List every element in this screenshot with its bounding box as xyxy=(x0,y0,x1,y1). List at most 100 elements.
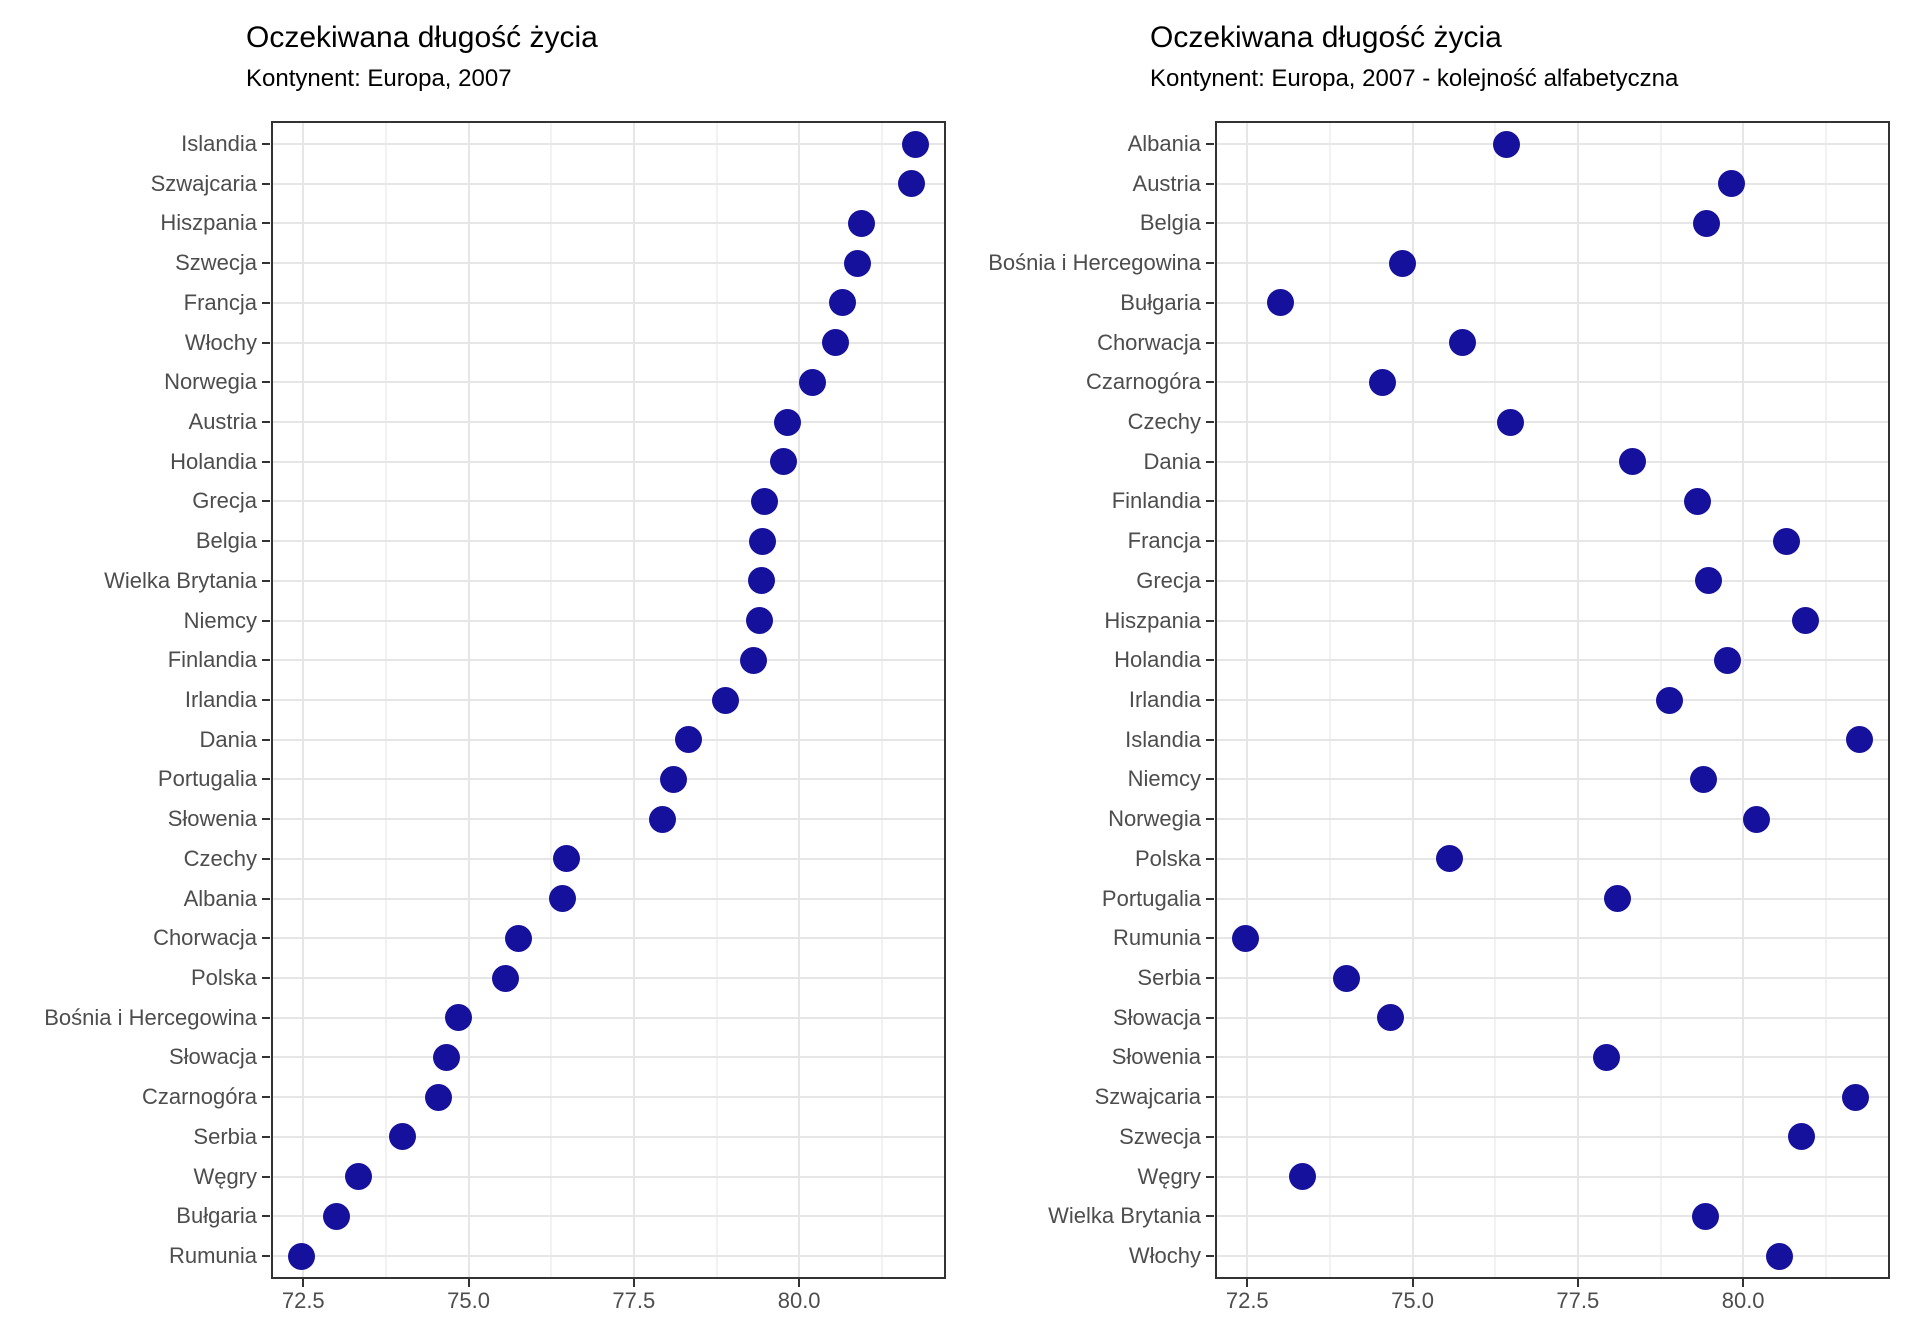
data-point xyxy=(1497,408,1525,436)
y-axis-label: Czechy xyxy=(1127,409,1201,434)
y-axis-label: Albania xyxy=(1127,131,1201,156)
data-point xyxy=(1289,1163,1317,1191)
y-axis-label: Węgry xyxy=(1137,1163,1201,1189)
data-point xyxy=(1389,249,1417,277)
y-axis-tick xyxy=(1206,1255,1214,1257)
y-axis-label: Portugalia xyxy=(1101,885,1201,911)
y-axis-label: Serbia xyxy=(1137,965,1201,990)
y-gridline xyxy=(271,897,946,900)
data-point xyxy=(1619,448,1647,476)
y-gridline xyxy=(271,699,946,701)
y-gridline xyxy=(271,301,946,304)
y-gridline xyxy=(271,182,946,185)
data-point xyxy=(740,646,768,674)
y-axis-tick xyxy=(262,738,270,741)
y-axis-label: Islandia xyxy=(1125,726,1201,752)
y-axis-tick xyxy=(1206,977,1214,979)
y-axis-tick xyxy=(1206,540,1214,543)
y-axis-label: Słowacja xyxy=(168,1044,257,1070)
data-point xyxy=(1684,487,1712,515)
data-point xyxy=(1493,130,1521,158)
y-gridline xyxy=(271,857,946,860)
y-axis-label: Słowenia xyxy=(167,806,257,832)
x-axis-tick xyxy=(1411,1279,1414,1287)
y-gridline xyxy=(1215,738,1890,741)
y-axis-label: Serbia xyxy=(193,1123,257,1149)
data-point xyxy=(1691,1202,1719,1230)
y-axis-tick xyxy=(262,1135,270,1138)
y-gridline xyxy=(271,540,946,543)
y-gridline xyxy=(1215,341,1890,344)
y-axis-label: Irlandia xyxy=(184,687,257,712)
data-point xyxy=(659,765,687,793)
data-point xyxy=(847,209,875,237)
data-point xyxy=(901,130,929,158)
y-axis-label: Szwajcaria xyxy=(150,170,257,196)
y-axis-tick xyxy=(262,460,270,463)
data-point xyxy=(504,924,532,952)
data-point xyxy=(711,686,739,714)
y-gridline xyxy=(1215,1096,1890,1099)
data-point xyxy=(1592,1043,1620,1071)
data-point xyxy=(1845,726,1873,754)
x-axis-tick xyxy=(1246,1279,1249,1287)
y-axis-tick xyxy=(262,262,270,265)
y-axis-label: Rumunia xyxy=(168,1243,257,1268)
y-axis-label: Bułgaria xyxy=(176,1203,257,1229)
y-axis-label: Francja xyxy=(183,289,257,315)
y-axis-tick xyxy=(1206,937,1214,940)
data-point xyxy=(1773,527,1801,555)
y-axis-tick xyxy=(262,143,270,145)
y-axis-label: Włochy xyxy=(184,329,257,355)
y-axis-label: Austria xyxy=(1132,170,1201,196)
x-axis-tick xyxy=(1576,1279,1579,1287)
y-axis-tick xyxy=(262,341,270,344)
y-axis-label: Dania xyxy=(1143,448,1201,474)
data-point xyxy=(648,805,676,833)
y-axis-tick xyxy=(1206,421,1214,423)
y-gridline xyxy=(271,818,946,821)
y-axis-tick xyxy=(262,1175,270,1178)
y-gridline xyxy=(1215,897,1890,900)
y-axis-label: Słowenia xyxy=(1111,1044,1201,1070)
y-gridline xyxy=(271,460,946,463)
data-point xyxy=(1692,209,1720,237)
data-point xyxy=(751,487,779,515)
data-point xyxy=(1690,765,1718,793)
y-gridline xyxy=(1215,1016,1890,1019)
data-point xyxy=(1448,329,1476,357)
data-point xyxy=(424,1083,452,1111)
data-point xyxy=(747,567,775,595)
y-axis-label: Szwecja xyxy=(1119,1123,1201,1149)
y-axis-label: Węgry xyxy=(193,1163,257,1189)
x-axis-tick xyxy=(798,1279,801,1287)
y-gridline xyxy=(1215,1255,1890,1257)
data-point xyxy=(829,289,857,317)
data-point xyxy=(432,1043,460,1071)
data-point xyxy=(1718,170,1746,198)
y-gridline xyxy=(1215,1215,1890,1218)
y-gridline xyxy=(1215,540,1890,543)
data-point xyxy=(1436,845,1464,873)
y-axis-tick xyxy=(1206,222,1214,225)
y-axis-tick xyxy=(262,619,270,622)
y-gridline xyxy=(271,1016,946,1019)
y-gridline xyxy=(1215,381,1890,384)
y-axis-label: Hiszpania xyxy=(1104,607,1201,633)
data-point xyxy=(553,845,581,873)
y-axis-tick xyxy=(1206,262,1214,265)
x-axis-tick xyxy=(632,1279,635,1287)
y-axis-tick xyxy=(262,421,270,423)
y-axis-tick xyxy=(262,818,270,821)
y-gridline xyxy=(1215,1056,1890,1059)
x-axis-label: 75.0 xyxy=(1391,1288,1434,1313)
y-axis-label: Islandia xyxy=(181,131,257,156)
y-axis-tick xyxy=(262,500,270,503)
y-gridline xyxy=(1215,619,1890,622)
data-point xyxy=(1713,646,1741,674)
y-gridline xyxy=(271,659,946,662)
data-point xyxy=(345,1163,373,1191)
y-gridline xyxy=(1215,301,1890,304)
y-axis-tick xyxy=(1206,699,1214,701)
y-gridline xyxy=(271,222,946,225)
